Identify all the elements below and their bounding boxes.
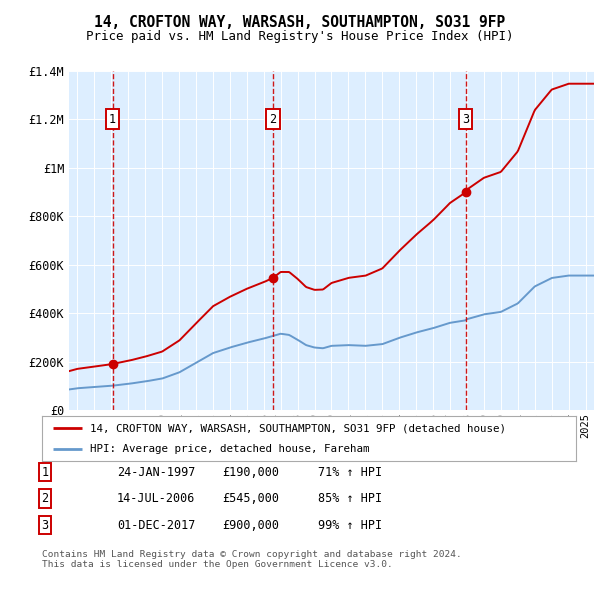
Text: £190,000: £190,000 (222, 466, 279, 478)
Text: 3: 3 (462, 113, 469, 126)
Text: 2: 2 (41, 492, 49, 505)
Text: 14, CROFTON WAY, WARSASH, SOUTHAMPTON, SO31 9FP (detached house): 14, CROFTON WAY, WARSASH, SOUTHAMPTON, S… (90, 423, 506, 433)
Text: HPI: Average price, detached house, Fareham: HPI: Average price, detached house, Fare… (90, 444, 370, 454)
Text: Price paid vs. HM Land Registry's House Price Index (HPI): Price paid vs. HM Land Registry's House … (86, 30, 514, 43)
Text: £900,000: £900,000 (222, 519, 279, 532)
Text: 14, CROFTON WAY, WARSASH, SOUTHAMPTON, SO31 9FP: 14, CROFTON WAY, WARSASH, SOUTHAMPTON, S… (94, 15, 506, 30)
Text: 99% ↑ HPI: 99% ↑ HPI (318, 519, 382, 532)
Text: 3: 3 (41, 519, 49, 532)
Text: 1: 1 (41, 466, 49, 478)
Text: 14-JUL-2006: 14-JUL-2006 (117, 492, 196, 505)
Text: 71% ↑ HPI: 71% ↑ HPI (318, 466, 382, 478)
Text: 1: 1 (109, 113, 116, 126)
Text: 85% ↑ HPI: 85% ↑ HPI (318, 492, 382, 505)
Text: 01-DEC-2017: 01-DEC-2017 (117, 519, 196, 532)
Text: 24-JAN-1997: 24-JAN-1997 (117, 466, 196, 478)
Text: £545,000: £545,000 (222, 492, 279, 505)
Text: 2: 2 (269, 113, 277, 126)
Text: Contains HM Land Registry data © Crown copyright and database right 2024.
This d: Contains HM Land Registry data © Crown c… (42, 550, 462, 569)
